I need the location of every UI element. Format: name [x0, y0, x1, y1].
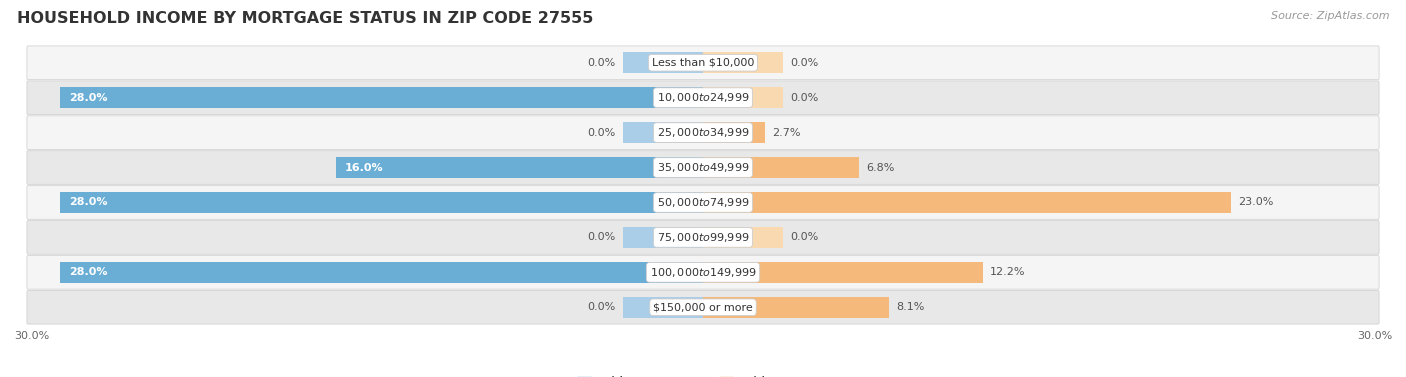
- Text: 28.0%: 28.0%: [69, 267, 108, 277]
- Bar: [703, 122, 765, 143]
- Text: 23.0%: 23.0%: [1239, 198, 1274, 207]
- Bar: [703, 262, 983, 283]
- Text: Source: ZipAtlas.com: Source: ZipAtlas.com: [1271, 11, 1389, 21]
- Bar: [703, 297, 889, 318]
- Bar: [703, 52, 783, 73]
- FancyBboxPatch shape: [27, 151, 1379, 184]
- Bar: [623, 297, 703, 318]
- Text: 28.0%: 28.0%: [69, 93, 108, 103]
- Bar: [703, 157, 859, 178]
- FancyBboxPatch shape: [27, 256, 1379, 289]
- FancyBboxPatch shape: [27, 186, 1379, 219]
- Text: 0.0%: 0.0%: [790, 58, 818, 68]
- Text: $35,000 to $49,999: $35,000 to $49,999: [657, 161, 749, 174]
- Bar: [623, 122, 703, 143]
- Text: 8.1%: 8.1%: [896, 302, 924, 312]
- Bar: [623, 52, 703, 73]
- FancyBboxPatch shape: [27, 291, 1379, 324]
- Bar: [60, 87, 703, 108]
- Legend: Without Mortgage, With Mortgage: Without Mortgage, With Mortgage: [576, 376, 830, 377]
- Text: 0.0%: 0.0%: [588, 232, 616, 242]
- Bar: [623, 227, 703, 248]
- Bar: [703, 227, 783, 248]
- Text: $25,000 to $34,999: $25,000 to $34,999: [657, 126, 749, 139]
- Text: 30.0%: 30.0%: [14, 331, 49, 341]
- Text: 30.0%: 30.0%: [1357, 331, 1392, 341]
- Text: 0.0%: 0.0%: [588, 302, 616, 312]
- Text: 2.7%: 2.7%: [772, 127, 800, 138]
- FancyBboxPatch shape: [27, 81, 1379, 115]
- Bar: [60, 192, 703, 213]
- Text: 28.0%: 28.0%: [69, 198, 108, 207]
- FancyBboxPatch shape: [27, 221, 1379, 254]
- Text: HOUSEHOLD INCOME BY MORTGAGE STATUS IN ZIP CODE 27555: HOUSEHOLD INCOME BY MORTGAGE STATUS IN Z…: [17, 11, 593, 26]
- Text: 0.0%: 0.0%: [790, 93, 818, 103]
- Bar: [703, 192, 1232, 213]
- Bar: [60, 262, 703, 283]
- Text: $150,000 or more: $150,000 or more: [654, 302, 752, 312]
- Text: $100,000 to $149,999: $100,000 to $149,999: [650, 266, 756, 279]
- Text: Less than $10,000: Less than $10,000: [652, 58, 754, 68]
- Text: 0.0%: 0.0%: [588, 127, 616, 138]
- Text: 6.8%: 6.8%: [866, 162, 894, 173]
- Bar: [703, 87, 783, 108]
- Text: 0.0%: 0.0%: [588, 58, 616, 68]
- FancyBboxPatch shape: [27, 46, 1379, 80]
- Text: $10,000 to $24,999: $10,000 to $24,999: [657, 91, 749, 104]
- Text: $75,000 to $99,999: $75,000 to $99,999: [657, 231, 749, 244]
- Bar: [336, 157, 703, 178]
- Text: $50,000 to $74,999: $50,000 to $74,999: [657, 196, 749, 209]
- FancyBboxPatch shape: [27, 116, 1379, 149]
- Text: 16.0%: 16.0%: [344, 162, 384, 173]
- Text: 0.0%: 0.0%: [790, 232, 818, 242]
- Text: 12.2%: 12.2%: [990, 267, 1025, 277]
